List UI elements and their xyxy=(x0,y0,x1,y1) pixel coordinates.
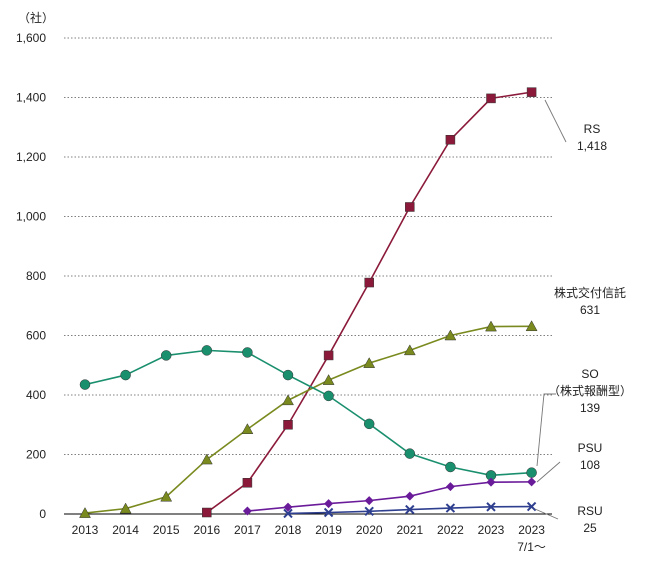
series-line xyxy=(207,92,532,512)
data-point xyxy=(365,278,374,287)
x-tick-label: 2018 xyxy=(275,523,302,537)
callout-label-line: 株式交付信託 xyxy=(554,285,626,300)
x-tick-label: 2020 xyxy=(356,523,383,537)
callout-label-line: 139 xyxy=(580,401,600,415)
data-point xyxy=(283,370,293,380)
data-point xyxy=(527,88,536,97)
data-point xyxy=(527,468,537,478)
data-point xyxy=(80,380,90,390)
y-tick-label: 600 xyxy=(26,329,46,343)
data-point xyxy=(324,499,333,508)
callout-label-line: 631 xyxy=(580,303,600,317)
data-point xyxy=(405,449,415,459)
callout-label-line: RS xyxy=(584,122,601,136)
callout-rs: RS 1,418 xyxy=(545,100,607,153)
data-point xyxy=(323,375,334,385)
axes: 0 200 400 600 800 1,000 1,200 1,400 1,600 2013 201… xyxy=(16,31,552,554)
x-tick-label: 2016 xyxy=(193,523,220,537)
x-tick-label: 2019 xyxy=(315,523,342,537)
y-tick-label: 1,000 xyxy=(16,210,46,224)
data-point xyxy=(242,424,253,434)
y-tick-label: 800 xyxy=(26,269,46,283)
data-point xyxy=(324,391,334,401)
data-point xyxy=(364,419,374,429)
data-point xyxy=(404,345,415,355)
x-tick-label: 2023 xyxy=(478,523,505,537)
data-point xyxy=(446,135,455,144)
callout-psu: PSU 108 xyxy=(537,441,602,482)
data-point xyxy=(283,395,294,405)
callout-leader xyxy=(545,100,566,142)
callout-trust: 株式交付信託 631 xyxy=(554,285,626,317)
data-point xyxy=(242,347,252,357)
y-unit-label: （社） xyxy=(18,10,54,25)
series-so xyxy=(80,345,537,480)
series-layer xyxy=(80,88,538,518)
x-tick-label: 2022 xyxy=(437,523,464,537)
data-point xyxy=(161,350,171,360)
data-point xyxy=(201,454,212,464)
y-tick-label: 1,400 xyxy=(16,91,46,105)
data-point xyxy=(527,477,536,486)
y-tick-label: 1,600 xyxy=(16,31,46,45)
series-line xyxy=(85,350,532,475)
data-point xyxy=(121,370,131,380)
data-point xyxy=(202,508,211,517)
data-point xyxy=(324,351,333,360)
series-trust xyxy=(80,321,538,518)
callout-label-line: SO xyxy=(581,367,598,381)
callout-rsu: RSU 25 xyxy=(535,504,603,535)
series-callouts: RS 1,418 株式交付信託 631 SO （株式報酬型） 139 PSU 108 RSU 25 xyxy=(535,100,632,535)
callout-label-line: 25 xyxy=(583,521,597,535)
y-tick-label: 1,200 xyxy=(16,150,46,164)
data-point xyxy=(405,202,414,211)
callout-leader xyxy=(537,394,556,466)
data-point xyxy=(202,345,212,355)
x-tick-label: 2014 xyxy=(112,523,139,537)
callout-label-line: PSU xyxy=(578,441,603,455)
x-tick-label-sub: 7/1～ xyxy=(517,540,546,554)
data-point xyxy=(487,94,496,103)
callout-label-line: （株式報酬型） xyxy=(548,383,632,398)
x-tick-label: 2023 xyxy=(518,523,545,537)
x-tick-label: 2017 xyxy=(234,523,261,537)
callout-label-line: 1,418 xyxy=(577,139,607,153)
data-point xyxy=(284,420,293,429)
series-rs xyxy=(202,88,536,517)
x-tick-label: 2021 xyxy=(396,523,423,537)
callout-label-line: 108 xyxy=(580,458,600,472)
y-tick-label: 0 xyxy=(39,507,46,521)
data-point xyxy=(405,492,414,501)
x-tick-label: 2015 xyxy=(153,523,180,537)
data-point xyxy=(243,478,252,487)
data-point xyxy=(445,462,455,472)
y-tick-label: 200 xyxy=(26,448,46,462)
x-tick-label: 2013 xyxy=(72,523,99,537)
callout-label-line: RSU xyxy=(577,504,602,518)
callout-leader xyxy=(537,462,560,482)
y-tick-label: 400 xyxy=(26,388,46,402)
data-point xyxy=(365,496,374,505)
data-point xyxy=(446,482,455,491)
